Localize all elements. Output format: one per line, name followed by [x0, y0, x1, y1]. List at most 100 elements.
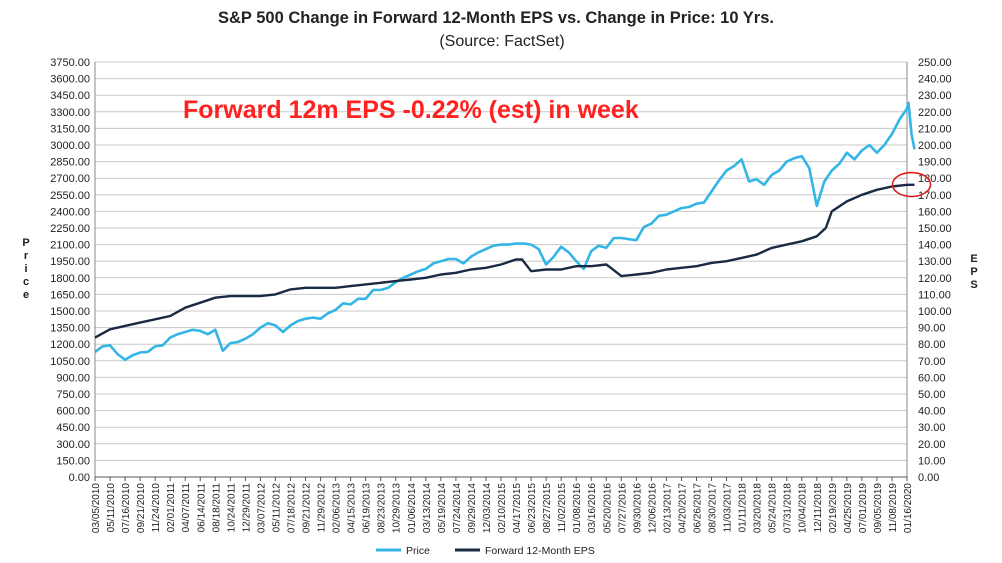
x-tick-label: 02/01/2011 — [166, 483, 177, 533]
x-tick-label: 11/29/2012 — [317, 483, 328, 533]
x-tick-label: 10/29/2013 — [392, 483, 403, 533]
x-tick-label: 01/08/2016 — [572, 483, 583, 533]
left-tick-label: 3600.00 — [50, 74, 90, 86]
x-tick-label: 12/06/2016 — [647, 483, 658, 533]
series-layer — [94, 101, 932, 362]
x-tick-label: 05/19/2014 — [437, 483, 448, 533]
chart-subtitle: (Source: FactSet) — [439, 33, 564, 50]
left-tick-label: 2700.00 — [50, 173, 90, 185]
left-tick-label: 2400.00 — [50, 206, 90, 218]
left-tick-label: 2100.00 — [50, 240, 90, 252]
x-tick-label: 09/30/2016 — [632, 483, 643, 533]
x-tick-label: 09/29/2014 — [467, 483, 478, 533]
right-tick-label: 130.00 — [918, 256, 952, 268]
x-tick-label: 03/07/2012 — [256, 483, 267, 533]
x-tick-label: 11/02/2015 — [557, 483, 568, 533]
x-tick-label: 02/13/2017 — [662, 483, 673, 533]
series-line-price — [94, 101, 916, 362]
left-tick-label: 1200.00 — [50, 339, 90, 351]
x-tick-label: 07/18/2012 — [286, 483, 297, 533]
x-tick-label: 01/11/2018 — [738, 483, 749, 533]
x-tick-label: 07/16/2010 — [121, 483, 132, 533]
legend-label: Forward 12-Month EPS — [485, 545, 595, 557]
left-tick-label: 750.00 — [56, 389, 90, 401]
x-tick-label: 05/24/2018 — [768, 483, 779, 533]
left-tick-label: 1050.00 — [50, 356, 90, 368]
x-tick-label: 01/16/2020 — [903, 483, 914, 533]
right-tick-label: 220.00 — [918, 107, 952, 119]
left-tick-label: 300.00 — [56, 439, 90, 451]
left-tick-label: 1500.00 — [50, 306, 90, 318]
x-tick-label: 04/15/2013 — [347, 483, 358, 533]
right-tick-label: 80.00 — [918, 339, 946, 351]
x-tick-label: 07/27/2016 — [617, 483, 628, 533]
x-tick-label: 12/29/2011 — [241, 483, 252, 533]
left-tick-label: 600.00 — [56, 406, 90, 418]
gridlines — [95, 61, 907, 478]
x-tick-label: 11/03/2017 — [723, 483, 734, 533]
y-axis-title-eps: EPS — [970, 253, 977, 291]
right-tick-label: 150.00 — [918, 223, 952, 235]
right-tick-label: 100.00 — [918, 306, 952, 318]
x-tick-label: 05/20/2016 — [602, 483, 613, 533]
right-tick-label: 0.00 — [918, 472, 939, 484]
x-tick-label: 06/23/2015 — [527, 483, 538, 533]
left-tick-label: 3450.00 — [50, 90, 90, 102]
left-tick-label: 3000.00 — [50, 140, 90, 152]
right-axis: 250.00 240.00 230.00 220.00 210.00 200.00 190.… — [906, 57, 952, 484]
left-tick-label: 900.00 — [56, 372, 90, 384]
x-tick-label: 07/01/2019 — [858, 483, 869, 533]
right-tick-label: 230.00 — [918, 90, 952, 102]
series-line-forward-eps — [94, 183, 915, 339]
x-tick-label: 05/11/2012 — [271, 483, 282, 533]
right-tick-label: 190.00 — [918, 157, 952, 169]
y-axis-title-char: S — [970, 279, 977, 291]
left-tick-label: 3750.00 — [50, 57, 90, 69]
right-tick-label: 70.00 — [918, 356, 946, 368]
y-axis-title-char: e — [23, 289, 29, 301]
highlight-circle — [891, 171, 932, 198]
right-tick-label: 10.00 — [918, 455, 946, 467]
left-tick-label: 1350.00 — [50, 323, 90, 335]
x-tick-label: 03/20/2018 — [753, 483, 764, 533]
x-tick-label: 01/06/2014 — [407, 483, 418, 533]
left-tick-label: 2550.00 — [50, 190, 90, 202]
x-tick-label: 08/27/2015 — [542, 483, 553, 533]
right-tick-label: 20.00 — [918, 439, 946, 451]
left-tick-label: 1950.00 — [50, 256, 90, 268]
left-tick-label: 2850.00 — [50, 157, 90, 169]
x-tick-label: 04/20/2017 — [677, 483, 688, 533]
right-tick-label: 240.00 — [918, 74, 952, 86]
left-tick-label: 0.00 — [69, 472, 90, 484]
x-tick-label: 06/26/2017 — [692, 483, 703, 533]
x-tick-label: 06/19/2013 — [362, 483, 373, 533]
x-tick-label: 04/07/2011 — [181, 483, 192, 533]
x-tick-label: 06/14/2011 — [196, 483, 207, 533]
x-tick-label: 02/19/2019 — [828, 483, 839, 533]
right-tick-label: 200.00 — [918, 140, 952, 152]
x-tick-label: 08/30/2017 — [708, 483, 719, 533]
x-tick-label: 08/18/2011 — [211, 483, 222, 533]
right-tick-label: 140.00 — [918, 240, 952, 252]
right-tick-label: 170.00 — [918, 190, 952, 202]
x-tick-label: 04/17/2015 — [512, 483, 523, 533]
x-tick-label: 09/21/2012 — [302, 483, 313, 533]
x-tick-label: 03/16/2016 — [587, 483, 598, 533]
x-tick-label: 10/04/2018 — [798, 483, 809, 533]
right-tick-label: 50.00 — [918, 389, 946, 401]
right-tick-label: 40.00 — [918, 406, 946, 418]
y-axis-title-char: r — [24, 250, 29, 262]
x-tick-label: 05/11/2010 — [106, 483, 117, 533]
right-tick-label: 30.00 — [918, 422, 946, 434]
left-tick-label: 450.00 — [56, 422, 90, 434]
legend: Price Forward 12-Month EPS — [376, 545, 595, 557]
x-axis: 03/05/2010 05/11/2010 07/16/2010 09/21/2010… — [91, 476, 914, 533]
x-tick-label: 07/24/2014 — [452, 483, 463, 533]
x-tick-label: 12/03/2014 — [482, 483, 493, 533]
chart-title: S&P 500 Change in Forward 12-Month EPS v… — [218, 9, 774, 27]
x-tick-label: 04/25/2019 — [843, 483, 854, 533]
x-tick-label: 12/11/2018 — [813, 483, 824, 533]
left-tick-label: 1800.00 — [50, 273, 90, 285]
right-tick-label: 90.00 — [918, 323, 946, 335]
